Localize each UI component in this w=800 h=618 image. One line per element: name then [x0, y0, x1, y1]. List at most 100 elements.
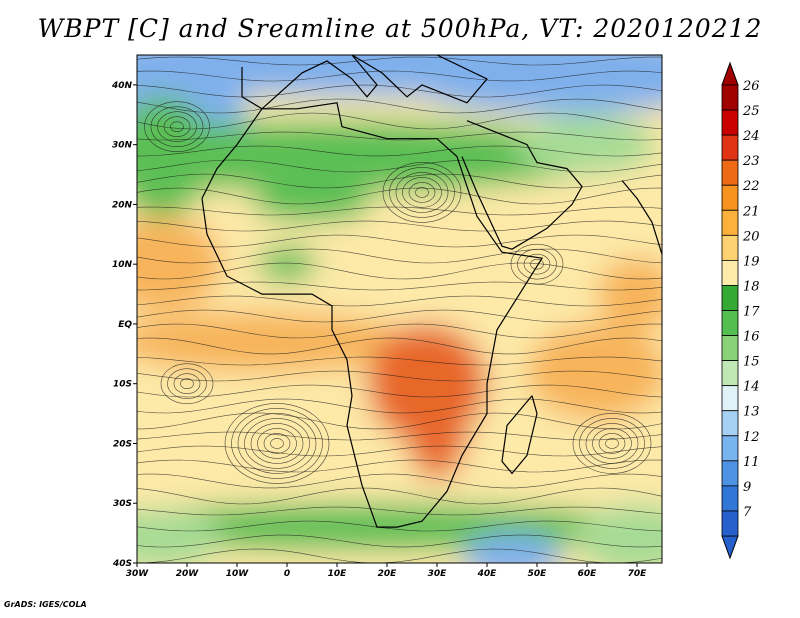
streamline [137, 473, 662, 489]
streamline [137, 281, 662, 291]
x-tick-label: 0 [284, 569, 290, 579]
streamline-vortex [389, 167, 455, 218]
streamline-vortex [592, 428, 632, 459]
streamline-vortex [517, 248, 557, 280]
colorbar: 26 25 24 23 22 21 20 19 18 17 16 15 14 13 12 11 9 7 [721, 61, 760, 560]
streamlines [137, 56, 662, 563]
x-tick-label: 20W [176, 569, 200, 579]
colorbar-swatch [721, 435, 739, 462]
streamline-vortex [157, 111, 197, 143]
streamline [137, 248, 662, 264]
streamline [137, 98, 662, 114]
field-region [407, 383, 467, 480]
streamline-vortex [605, 438, 619, 449]
field-region [137, 311, 412, 372]
streamline [137, 295, 662, 307]
streamline-vortex [160, 363, 214, 405]
streamline [137, 206, 662, 216]
streamline-vortex [150, 106, 204, 148]
streamline [137, 445, 662, 457]
streamline-vortex [224, 403, 330, 484]
colorbar-swatch [721, 410, 739, 437]
streamline-vortex [170, 121, 184, 133]
streamline [137, 70, 662, 82]
streamline-vortex [523, 253, 551, 275]
y-tick-label: 20S [113, 439, 132, 449]
streamline-vortex [598, 433, 626, 454]
streamline-vortex [579, 418, 645, 469]
colorbar-label: 22 [742, 179, 760, 194]
colorbar-label: 26 [742, 79, 760, 94]
x-tick-label: 10W [226, 569, 250, 579]
europe-coast [241, 55, 488, 110]
colorbar-swatch [721, 485, 739, 512]
colorbar-label: 16 [743, 330, 760, 345]
streamline [137, 337, 662, 355]
colorbar-label: 17 [743, 305, 760, 320]
colorbar-label: 15 [743, 355, 760, 370]
streamline-vortex [144, 101, 210, 153]
colorbar-label: 21 [742, 204, 760, 219]
field-region [252, 186, 372, 223]
streamline [137, 145, 662, 157]
field-region [577, 503, 662, 563]
y-tick-label: 10S [113, 380, 132, 390]
x-tick-label: 10E [328, 569, 348, 579]
x-tick-label: 50E [528, 569, 548, 579]
axis-ticks: 30W 20W 10W 0 10E 20E 30E 40E 50E 60E 70E 40N 30N 20N… [111, 81, 647, 579]
streamline-vortex [408, 182, 436, 203]
streamline-vortex [270, 438, 284, 449]
x-tick-label: 30E [428, 569, 448, 579]
streamline [137, 131, 662, 141]
y-tick-label: 30S [113, 499, 132, 509]
y-tick-label: 40S [112, 559, 132, 569]
streamline-vortex [237, 413, 317, 474]
streamline [137, 548, 662, 563]
streamline [137, 234, 662, 248]
streamline-vortex [250, 423, 304, 464]
field-region [257, 246, 317, 283]
colorbar-label: 23 [742, 154, 760, 169]
colorbar-swatch [721, 109, 739, 136]
streamline [137, 356, 662, 366]
madagascar-coast [501, 395, 538, 475]
field-region [412, 55, 662, 115]
streamline [137, 384, 662, 398]
colorbar-label: 12 [743, 430, 760, 445]
y-tick-label: EQ [118, 320, 132, 330]
map-frame [136, 54, 663, 564]
x-tick-label: 40E [477, 569, 498, 579]
colorbar-swatch [721, 510, 739, 537]
colorbar-swatch [721, 259, 739, 286]
colorbar-label: 25 [742, 104, 760, 119]
chart-title: WBPT [C] and Sreamline at 500hPa, VT: 20… [37, 14, 763, 43]
streamline-vortex [572, 413, 652, 474]
streamline-vortex [382, 162, 462, 223]
colorbar-swatch [721, 184, 739, 211]
field-region [517, 114, 657, 175]
colorbar-label: 20 [742, 229, 760, 244]
streamline [137, 112, 662, 130]
streamline [137, 412, 662, 430]
streamline [137, 534, 662, 548]
streamline-vortex [257, 428, 297, 459]
streamline [137, 487, 662, 505]
colorbar-arrow-bottom [721, 535, 739, 560]
colorbar-swatch [721, 84, 739, 111]
streamline-vortex [510, 243, 564, 285]
arabia-coast [461, 120, 583, 250]
streamline [137, 506, 662, 516]
colorbar-swatch [721, 360, 739, 387]
streamline-vortex [395, 172, 449, 213]
streamline [137, 323, 662, 339]
streamline [137, 56, 662, 66]
colorbar-swatch [721, 310, 739, 336]
india-coast [621, 180, 662, 257]
x-tick-label: 30W [126, 569, 150, 579]
streamline [137, 220, 662, 232]
colorbar-swatch [721, 134, 739, 161]
field-region [137, 120, 612, 193]
streamline [137, 459, 662, 473]
streamline [137, 309, 662, 323]
colorbar-swatch [721, 385, 739, 412]
